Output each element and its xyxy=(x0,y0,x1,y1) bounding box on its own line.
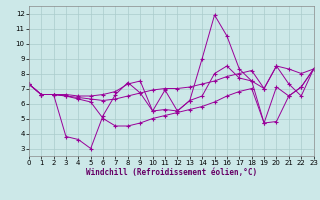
X-axis label: Windchill (Refroidissement éolien,°C): Windchill (Refroidissement éolien,°C) xyxy=(86,168,257,177)
